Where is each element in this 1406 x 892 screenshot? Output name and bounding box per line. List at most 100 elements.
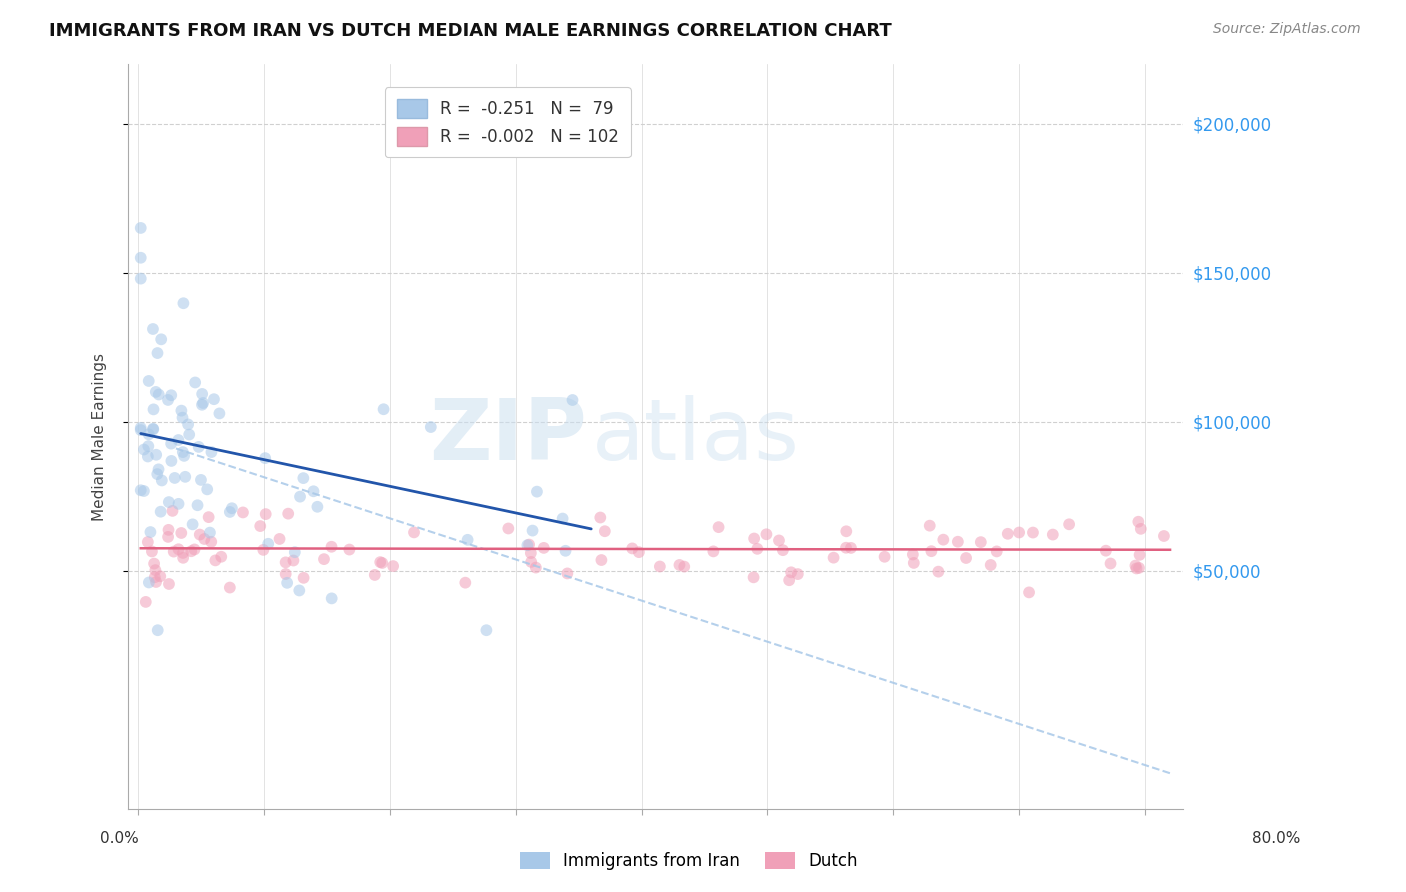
Point xyxy=(1125,561,1147,575)
Point xyxy=(321,540,343,554)
Legend: R =  -0.251   N =  79, R =  -0.002   N = 102: R = -0.251 N = 79, R = -0.002 N = 102 xyxy=(385,87,630,158)
Point xyxy=(707,520,730,534)
Point xyxy=(180,544,202,558)
Point xyxy=(142,402,165,417)
Point xyxy=(475,624,498,638)
Point xyxy=(188,527,211,541)
Point xyxy=(142,422,165,436)
Point xyxy=(321,591,343,606)
Point xyxy=(561,392,583,407)
Point xyxy=(835,541,858,555)
Point xyxy=(139,524,162,539)
Point xyxy=(533,541,555,555)
Point xyxy=(780,566,803,580)
Point xyxy=(208,406,231,420)
Point xyxy=(668,558,690,572)
Point xyxy=(145,448,167,462)
Point xyxy=(903,556,925,570)
Point xyxy=(591,553,613,567)
Point xyxy=(274,567,297,582)
Point xyxy=(1129,522,1152,536)
Point xyxy=(252,542,274,557)
Point xyxy=(157,392,180,407)
Point xyxy=(839,541,862,555)
Point xyxy=(191,398,214,412)
Point xyxy=(1099,557,1122,571)
Point xyxy=(288,583,311,598)
Point xyxy=(129,421,152,435)
Point xyxy=(516,538,538,552)
Point xyxy=(187,440,209,454)
Text: ZIP: ZIP xyxy=(429,395,586,478)
Point xyxy=(184,376,207,390)
Point xyxy=(209,549,232,564)
Point xyxy=(284,545,307,559)
Point xyxy=(873,549,896,564)
Point xyxy=(146,624,169,638)
Point xyxy=(218,581,240,595)
Point xyxy=(277,507,299,521)
Point xyxy=(778,573,800,587)
Point xyxy=(221,501,243,516)
Point xyxy=(150,332,173,346)
Point xyxy=(149,505,172,519)
Point xyxy=(302,484,325,499)
Point xyxy=(142,322,165,336)
Point xyxy=(157,577,180,591)
Text: Source: ZipAtlas.com: Source: ZipAtlas.com xyxy=(1213,22,1361,37)
Point xyxy=(129,423,152,437)
Point xyxy=(129,251,152,265)
Point xyxy=(146,346,169,360)
Point xyxy=(138,374,160,388)
Point xyxy=(170,403,193,417)
Point xyxy=(148,387,170,401)
Point xyxy=(1022,525,1045,540)
Point xyxy=(955,551,977,566)
Point xyxy=(786,567,808,582)
Point xyxy=(593,524,616,539)
Point xyxy=(292,571,315,585)
Point xyxy=(143,570,166,584)
Point xyxy=(193,532,215,546)
Point xyxy=(371,556,394,570)
Point xyxy=(520,555,543,569)
Point xyxy=(160,388,183,402)
Point xyxy=(191,387,214,401)
Point xyxy=(274,555,297,569)
Point xyxy=(181,517,204,532)
Point xyxy=(920,544,942,558)
Point xyxy=(135,595,157,609)
Point xyxy=(145,384,167,399)
Legend: Immigrants from Iran, Dutch: Immigrants from Iran, Dutch xyxy=(513,845,865,877)
Point xyxy=(742,532,765,546)
Point xyxy=(170,526,193,541)
Point xyxy=(136,450,159,464)
Point xyxy=(254,507,277,521)
Point xyxy=(997,526,1019,541)
Y-axis label: Median Male Earnings: Median Male Earnings xyxy=(93,352,107,521)
Point xyxy=(191,396,214,410)
Point xyxy=(1128,515,1150,529)
Point xyxy=(157,530,180,544)
Point xyxy=(307,500,329,514)
Point xyxy=(419,420,441,434)
Point xyxy=(157,523,180,537)
Point xyxy=(129,221,152,235)
Point xyxy=(986,544,1008,558)
Point xyxy=(163,471,186,485)
Point xyxy=(526,484,548,499)
Point xyxy=(249,519,271,533)
Point xyxy=(742,570,765,584)
Point xyxy=(1125,558,1147,573)
Point xyxy=(167,497,190,511)
Point xyxy=(1042,527,1064,541)
Point xyxy=(149,569,172,583)
Point xyxy=(183,542,205,557)
Point xyxy=(498,521,520,535)
Point xyxy=(132,442,155,457)
Point xyxy=(524,560,547,574)
Point xyxy=(768,533,790,548)
Point xyxy=(172,410,194,425)
Point xyxy=(172,550,194,565)
Point xyxy=(1018,585,1040,599)
